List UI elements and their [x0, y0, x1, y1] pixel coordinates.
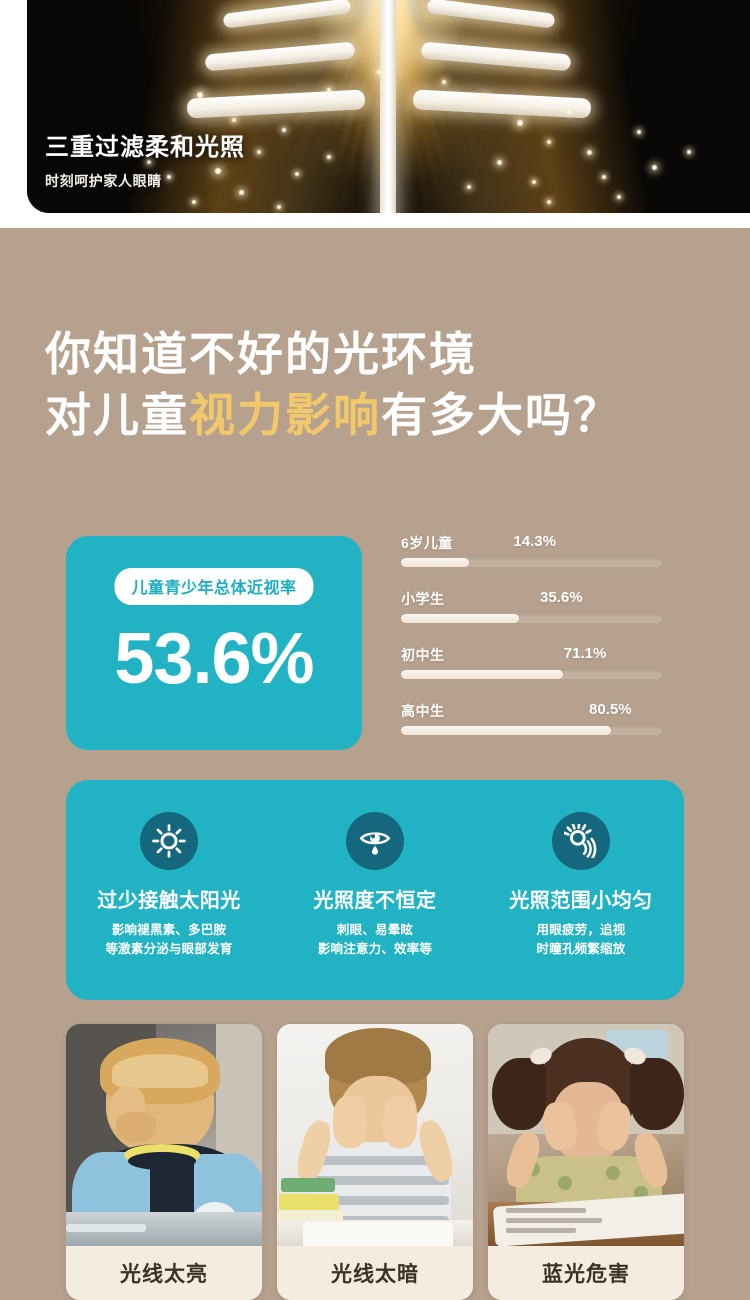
feature-desc: 影响褪黑素、多巴胺 等激素分泌与眼部发育	[66, 921, 272, 960]
bar-fill	[401, 614, 519, 623]
feature-item-3: 光照范围小均匀用眼疲劳，追视 时瞳孔频繁缩放	[478, 780, 684, 960]
symptom-photo-cards: 光线太亮 光线太暗 蓝光危害	[66, 1024, 684, 1300]
sparkle-icon	[617, 195, 621, 199]
bar-category-label: 6岁儿童	[401, 535, 453, 551]
sparkle-icon	[517, 120, 523, 126]
bar-value-label: 80.5%	[589, 701, 632, 718]
feature-desc-line-2: 时瞳孔频繁缩放	[536, 942, 626, 957]
feature-desc-line-1: 刺眼、易晕眩	[336, 923, 414, 937]
bar-category-label: 高中生	[401, 703, 445, 719]
bar-category-label: 初中生	[401, 647, 445, 663]
feature-title: 光照度不恒定	[313, 890, 437, 912]
headline-line-2: 对儿童视力影响有多大吗？	[45, 385, 621, 446]
banner-subtitle: 时刻呵护家人眼睛	[45, 173, 162, 189]
bar-category-label: 小学生	[401, 591, 445, 607]
sparkle-icon	[147, 160, 151, 164]
bar-track	[401, 558, 663, 567]
bar-value-label: 14.3%	[513, 533, 556, 550]
sparkle-icon	[602, 175, 606, 179]
boy-covering-eyes-over-book	[277, 1024, 473, 1246]
headline-line-1: 你知道不好的光环境	[45, 328, 477, 380]
myopia-rate-bar-chart: 6岁儿童 14.3% 小学生 35.6% 初中生 71.1% 高中生 80.5%	[401, 533, 663, 757]
page-headline: 你知道不好的光环境 对儿童视力影响有多大吗？	[45, 324, 621, 445]
sun-waves-icon	[552, 812, 610, 870]
bad-light-factors-panel: 过少接触太阳光 影响褪黑素、多巴胺 等激素分泌与眼部发育 光照度不恒定 刺眼、易晕眩 影响…	[66, 780, 684, 1000]
sparkle-icon	[239, 190, 244, 195]
bar-value-label: 35.6%	[540, 589, 583, 606]
sparkle-icon	[687, 150, 691, 154]
sparkle-icon	[192, 200, 196, 204]
stat-value: 53.6%	[114, 619, 314, 699]
sparkle-icon	[442, 80, 446, 84]
photo-card: 光线太亮	[66, 1024, 262, 1300]
feature-desc: 用眼疲劳，追视 时瞳孔频繁缩放	[478, 921, 684, 960]
sparkle-icon	[587, 150, 592, 155]
photo-caption: 光线太亮	[66, 1246, 262, 1300]
sparkle-icon	[482, 95, 487, 100]
bar-track	[401, 670, 663, 679]
bar-track	[401, 726, 663, 735]
feature-desc: 刺眼、易晕眩影响注意力、效率等	[272, 921, 478, 960]
sparkle-icon	[277, 205, 281, 209]
feature-item-1: 过少接触太阳光影响褪黑素、多巴胺 等激素分泌与眼部发育	[66, 780, 272, 960]
headline-accent: 视力影响	[189, 388, 381, 441]
banner-text-block: 三重过滤柔和光照 时刻呵护家人眼睛	[45, 127, 245, 191]
sparkle-icon	[167, 175, 171, 179]
headline-suffix: 有多大吗？	[381, 388, 621, 441]
sun-icon	[140, 812, 198, 870]
sparkle-icon	[652, 165, 657, 170]
sparkle-icon	[327, 155, 331, 159]
sparkle-icon	[547, 200, 551, 204]
headline-prefix: 对儿童	[45, 388, 189, 441]
photo-scene	[66, 1024, 262, 1246]
banner-title: 三重过滤柔和光照	[45, 134, 245, 161]
child-rubbing-eye-at-desk	[66, 1024, 262, 1246]
girl-rubbing-eyes-over-textbook	[488, 1024, 684, 1246]
bar-row: 6岁儿童 14.3%	[401, 533, 663, 567]
sparkle-icon	[467, 185, 472, 190]
photo-caption: 蓝光危害	[488, 1246, 684, 1300]
sparkle-icon	[567, 110, 571, 114]
sparkle-icon	[377, 70, 381, 74]
bar-fill	[401, 726, 611, 735]
sparkle-icon	[197, 92, 203, 98]
sparkle-icon	[257, 150, 261, 154]
feature-desc-line-1: 影响褪黑素、多巴胺	[111, 923, 227, 937]
feature-title: 过少接触太阳光	[97, 890, 241, 912]
feature-desc-line-2: 等激素分泌与眼部发育	[105, 942, 233, 957]
photo-caption: 光线太暗	[277, 1246, 473, 1300]
sparkle-icon	[547, 140, 551, 144]
feature-item-2: 光照度不恒定刺眼、易晕眩影响注意力、效率等	[272, 780, 478, 960]
photo-scene	[488, 1024, 684, 1246]
bar-fill	[401, 670, 564, 679]
bar-track	[401, 614, 663, 623]
bar-row: 初中生 71.1%	[401, 645, 663, 679]
sparkle-icon	[497, 160, 502, 165]
lamp-stem-icon	[380, 0, 396, 213]
feature-desc-line-2: 影响注意力、效率等	[317, 942, 433, 957]
sparkle-icon	[215, 168, 221, 174]
sparkle-icon	[177, 140, 182, 145]
hero-banner: 三重过滤柔和光照 时刻呵护家人眼睛	[27, 0, 750, 213]
main-section: 你知道不好的光环境 对儿童视力影响有多大吗？ 儿童青少年总体近视率 53.6% …	[0, 228, 750, 1300]
bar-value-label: 71.1%	[563, 645, 607, 662]
sparkle-icon	[232, 118, 236, 122]
sparkle-icon	[327, 88, 331, 92]
feature-title: 光照范围小均匀	[509, 890, 653, 912]
stat-pill-label: 儿童青少年总体近视率	[114, 568, 314, 605]
photo-card: 蓝光危害	[488, 1024, 684, 1300]
photo-card: 光线太暗	[277, 1024, 473, 1300]
bar-row: 小学生 35.6%	[401, 589, 663, 623]
sparkle-icon	[295, 172, 299, 176]
sparkle-icon	[282, 128, 286, 132]
bar-fill	[401, 558, 470, 567]
myopia-rate-card: 儿童青少年总体近视率 53.6%	[66, 536, 362, 750]
feature-desc-line-1: 用眼疲劳，追视	[536, 923, 626, 937]
eye-tear-icon	[346, 812, 404, 870]
bar-row: 高中生 80.5%	[401, 701, 663, 735]
sparkle-icon	[532, 180, 536, 184]
photo-scene	[277, 1024, 473, 1246]
sparkle-icon	[637, 130, 641, 134]
